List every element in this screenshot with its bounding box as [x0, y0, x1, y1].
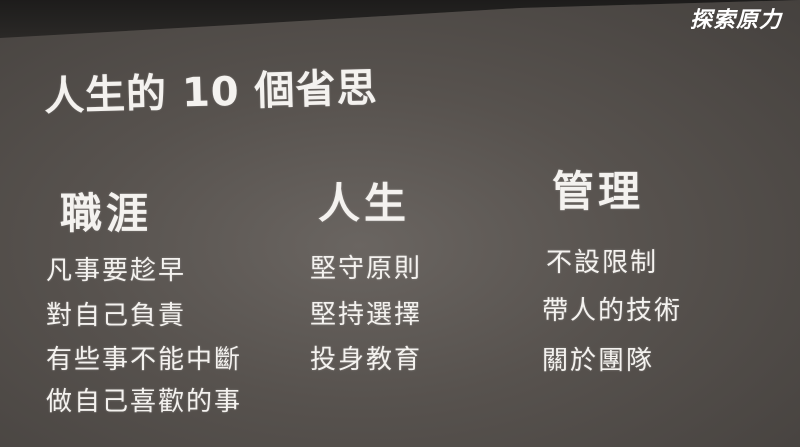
- list-item: 做自己喜歡的事: [46, 387, 243, 417]
- column-heading: 管理: [552, 167, 645, 216]
- list-item: 對自己負責: [46, 301, 187, 331]
- list-item: 凡事要趁早: [46, 256, 187, 286]
- logo: 探索原力: [634, 0, 794, 40]
- column-heading: 職涯: [60, 189, 153, 238]
- column-heading: 人生: [318, 179, 411, 228]
- logo-text: 探索原力: [689, 8, 782, 33]
- list-item: 有些事不能中斷: [46, 345, 243, 375]
- list-item: 不設限制: [546, 248, 659, 278]
- list-item: 堅持選擇: [310, 300, 423, 330]
- list-item: 關於團隊: [542, 346, 655, 376]
- slide-title: 人生的 10 個省思: [43, 65, 379, 120]
- list-item: 堅守原則: [310, 254, 423, 284]
- list-item: 投身教育: [310, 345, 423, 375]
- list-item: 帶人的技術: [542, 296, 683, 326]
